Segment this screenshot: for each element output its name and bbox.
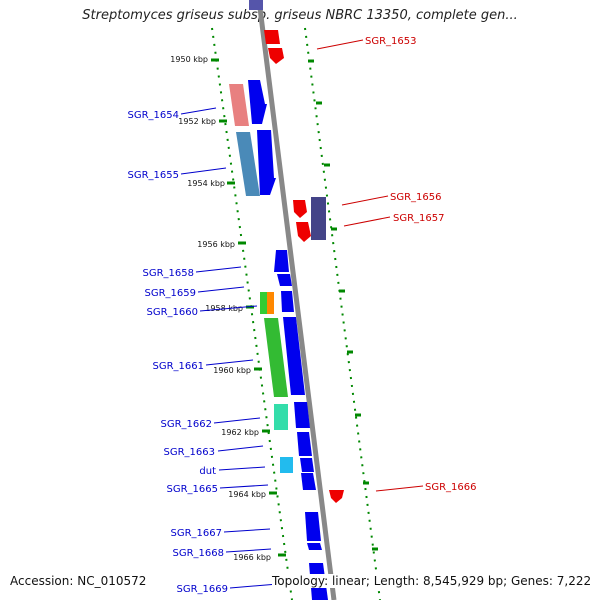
gene-labels-right: SGR_1653 SGR_1656 SGR_1657 SGR_1666 xyxy=(365,36,477,493)
gene-feature-sgr-1667[interactable] xyxy=(305,512,321,541)
gene-feature-sgr-1662-partner[interactable] xyxy=(274,404,288,430)
gene-label[interactable]: SGR_1654 xyxy=(128,110,180,121)
gene-label[interactable]: SGR_1659 xyxy=(145,288,197,299)
ruler-ticks-right xyxy=(308,59,378,551)
gene-feature-sgr-1661[interactable] xyxy=(283,317,305,395)
gene-feature-sgr-1658[interactable] xyxy=(274,250,289,272)
gene-feature-sgr-1661-partner[interactable] xyxy=(264,318,288,397)
genes-forward xyxy=(229,0,328,600)
gene-labels-left: SGR_1654 SGR_1655 SGR_1658 SGR_1659 SGR_… xyxy=(128,110,229,595)
gene-label[interactable]: SGR_1661 xyxy=(153,361,205,372)
gene-feature-sgr-1654[interactable] xyxy=(248,80,267,124)
gene-feature-dut[interactable] xyxy=(280,457,293,473)
gene-label[interactable]: SGR_1660 xyxy=(147,307,199,318)
gene-label[interactable]: SGR_1658 xyxy=(143,268,195,279)
gene-feature-sgr-1654-partner[interactable] xyxy=(229,84,249,126)
leader-lines-left xyxy=(180,107,279,589)
ruler-label: 1966 kbp xyxy=(233,553,271,562)
ruler-label: 1960 kbp xyxy=(213,366,251,375)
gene-feature-sgr-1660b[interactable] xyxy=(267,292,274,314)
gene-feature-sgr-1656b[interactable] xyxy=(296,222,311,242)
gene-label[interactable]: SGR_1653 xyxy=(365,36,417,47)
gene-feature-sgr-1653[interactable] xyxy=(264,30,280,44)
gene-label[interactable]: SGR_1663 xyxy=(164,447,216,458)
track-dots-right xyxy=(304,27,381,600)
gene-label[interactable]: SGR_1656 xyxy=(390,192,442,203)
gene-feature-sgr-1655-partner[interactable] xyxy=(236,132,260,196)
ruler-label: 1954 kbp xyxy=(187,179,225,188)
gene-feature-sgr-1658b[interactable] xyxy=(277,274,292,286)
gene-feature-sgr-1663b[interactable] xyxy=(300,458,314,472)
gene-feature-sgr-1663[interactable] xyxy=(297,432,312,456)
ruler-label: 1952 kbp xyxy=(178,117,216,126)
map-title: Streptomyces griseus subsp. griseus NBRC… xyxy=(82,8,518,23)
ruler-label: 1964 kbp xyxy=(228,490,266,499)
leader-lines-right xyxy=(316,39,424,492)
gene-label[interactable]: dut xyxy=(199,466,216,477)
ruler-ticks xyxy=(211,58,286,557)
gene-feature-sgr-1653b[interactable] xyxy=(268,48,284,64)
backbone-line xyxy=(256,0,337,600)
accession-text: Accession: NC_010572 xyxy=(10,574,147,588)
track-dots-left xyxy=(211,27,293,600)
genome-summary-text: Topology: linear; Length: 8,545,929 bp; … xyxy=(272,574,592,588)
gene-label[interactable]: SGR_1668 xyxy=(173,548,225,559)
gene-label[interactable]: SGR_1655 xyxy=(128,170,180,181)
gene-label[interactable]: SGR_1667 xyxy=(171,528,223,539)
gene-feature-sgr-1655[interactable] xyxy=(257,130,276,195)
gene-feature[interactable] xyxy=(249,0,263,10)
gene-feature-sgr-1665[interactable] xyxy=(301,473,316,490)
gene-label[interactable]: SGR_1665 xyxy=(167,484,219,495)
gene-feature-sgr-1656[interactable] xyxy=(293,200,307,218)
ruler-label: 1950 kbp xyxy=(170,55,208,64)
ruler-label: 1962 kbp xyxy=(221,428,259,437)
gene-feature-sgr-1657[interactable] xyxy=(311,197,326,240)
gene-feature-sgr-1660a[interactable] xyxy=(260,292,268,314)
gene-label[interactable]: SGR_1666 xyxy=(425,482,477,493)
gene-label[interactable]: SGR_1657 xyxy=(393,213,445,224)
gene-feature-sgr-1668[interactable] xyxy=(307,543,322,550)
gene-feature-sgr-1659[interactable] xyxy=(281,291,294,312)
gene-label[interactable]: SGR_1662 xyxy=(161,419,213,430)
genes-reverse xyxy=(264,30,344,503)
gene-feature-sgr-1666[interactable] xyxy=(329,490,344,503)
gene-label[interactable]: SGR_1669 xyxy=(177,584,229,595)
gene-feature-sgr-1662[interactable] xyxy=(294,402,310,428)
ruler-label: 1956 kbp xyxy=(197,240,235,249)
